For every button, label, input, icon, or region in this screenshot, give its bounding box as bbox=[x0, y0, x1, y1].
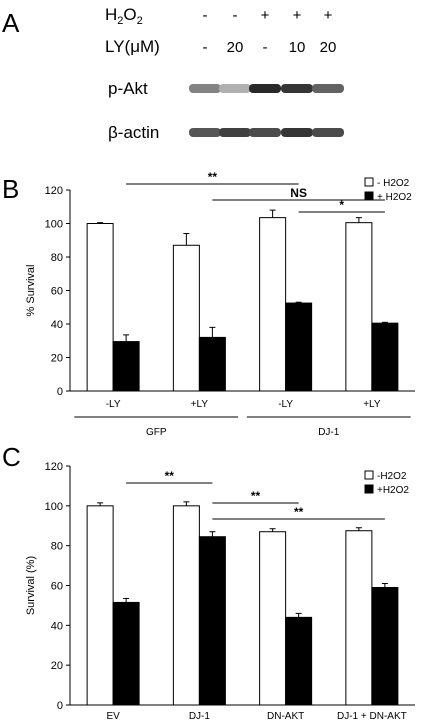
panel-a-western-blot: A H2O2 LY(μM) - - + + + - 20 - 10 20 p-Akt β-acti… bbox=[2, 5, 344, 142]
blot-band bbox=[312, 84, 344, 93]
legend-label: + H2O2 bbox=[377, 192, 412, 203]
y-tick-label: 100 bbox=[45, 501, 63, 513]
bar bbox=[86, 505, 114, 706]
bar bbox=[112, 341, 140, 392]
y-tick-label: 100 bbox=[45, 219, 63, 231]
legend-swatch bbox=[364, 470, 374, 480]
blot-band bbox=[281, 128, 313, 137]
legend-swatch bbox=[364, 177, 374, 187]
category-label: +LY bbox=[191, 399, 209, 410]
legend-label: -H2O2 bbox=[377, 471, 407, 482]
y-tick-label: 120 bbox=[45, 185, 63, 197]
y-tick-label: 80 bbox=[51, 541, 63, 553]
ly-mark: 20 bbox=[320, 39, 337, 56]
category-label: DJ-1 bbox=[189, 711, 211, 722]
blot-band bbox=[189, 84, 221, 93]
blot-band bbox=[219, 84, 251, 93]
significance-label: ** bbox=[251, 489, 261, 503]
y-tick-label: 20 bbox=[51, 660, 63, 672]
significance-label: ** bbox=[208, 170, 218, 184]
blot-band bbox=[312, 128, 344, 137]
bar bbox=[259, 217, 287, 392]
significance-label: NS bbox=[290, 186, 307, 200]
blot-band bbox=[219, 128, 251, 137]
h2o2-marks: - - + + + bbox=[203, 7, 333, 24]
y-tick-label: 40 bbox=[51, 620, 63, 632]
significance-label: ** bbox=[294, 505, 304, 519]
y-axis-label: % Survival bbox=[25, 265, 37, 317]
bar bbox=[285, 616, 313, 706]
y-tick-label: 60 bbox=[51, 581, 63, 593]
blot-band bbox=[249, 128, 281, 137]
category-label: -LY bbox=[278, 399, 293, 410]
blot-band bbox=[281, 84, 313, 93]
h2o2-mark: + bbox=[324, 7, 333, 24]
h2o2-mark: - bbox=[233, 7, 238, 24]
bar bbox=[345, 222, 373, 392]
y-tick-label: 120 bbox=[45, 461, 63, 473]
h2o2-mark: + bbox=[261, 7, 270, 24]
blot-band bbox=[249, 84, 281, 93]
panel-c-letter: C bbox=[2, 442, 21, 472]
panel-c-chart: C 0 20 40 60 80 100 120 Survival (%) EV DJ-1 DN-AK… bbox=[2, 442, 415, 722]
category-label: DN-AKT bbox=[267, 711, 304, 722]
ly-mark: - bbox=[203, 39, 208, 56]
category-label: -LY bbox=[106, 399, 121, 410]
y-tick-label: 60 bbox=[51, 286, 63, 298]
bar bbox=[259, 531, 287, 706]
panel-b-letter: B bbox=[2, 174, 19, 204]
group-label: DJ-1 bbox=[318, 427, 340, 438]
ly-row-label: LY(μM) bbox=[105, 37, 160, 56]
bar bbox=[198, 536, 226, 706]
ly-mark: 10 bbox=[289, 39, 306, 56]
h2o2-mark: + bbox=[293, 7, 302, 24]
blot-row-label: p-Akt bbox=[108, 79, 148, 98]
category-label: DJ-1 + DN-AKT bbox=[337, 711, 407, 722]
group-label: GFP bbox=[146, 427, 167, 438]
significance-label: * bbox=[339, 198, 344, 212]
y-tick-label: 20 bbox=[51, 353, 63, 365]
y-tick-label: 0 bbox=[57, 700, 63, 712]
legend-swatch bbox=[364, 484, 374, 494]
legend-label: - H2O2 bbox=[377, 178, 410, 189]
bar bbox=[371, 586, 399, 706]
y-axis-label: Survival (%) bbox=[25, 556, 37, 615]
panel-a-letter: A bbox=[2, 8, 20, 38]
blot-row-label: β-actin bbox=[108, 123, 159, 142]
y-tick-label: 80 bbox=[51, 252, 63, 264]
bar bbox=[172, 505, 200, 706]
legend-swatch bbox=[364, 191, 374, 201]
blot-rows: p-Akt β-actin bbox=[108, 79, 344, 142]
bar bbox=[285, 302, 313, 392]
bar bbox=[198, 336, 226, 392]
bar bbox=[172, 244, 200, 392]
bar bbox=[371, 322, 399, 392]
significance-label: ** bbox=[165, 469, 175, 483]
y-tick-label: 40 bbox=[51, 319, 63, 331]
bar bbox=[112, 601, 140, 706]
ly-mark: 20 bbox=[227, 39, 244, 56]
legend-label: +H2O2 bbox=[377, 485, 409, 496]
ly-mark: - bbox=[263, 39, 268, 56]
blot-band bbox=[189, 128, 221, 137]
h2o2-mark: - bbox=[203, 7, 208, 24]
h2o2-row-label: H2O2 bbox=[105, 5, 143, 27]
ly-marks: - 20 - 10 20 bbox=[203, 39, 337, 56]
category-label: +LY bbox=[363, 399, 381, 410]
category-label: EV bbox=[106, 711, 120, 722]
bar bbox=[86, 223, 114, 392]
bar bbox=[345, 530, 373, 706]
panel-b-chart: B 0 20 40 60 80 100 120 % Survival -LY +LY -LY +LY G… bbox=[2, 170, 415, 438]
y-tick-label: 0 bbox=[57, 386, 63, 398]
